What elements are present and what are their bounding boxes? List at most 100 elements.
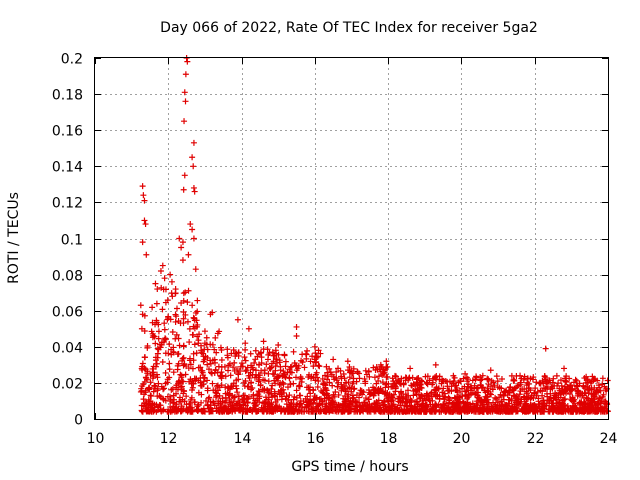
data-point-cloud: [471, 385, 478, 392]
data-point-cloud: [161, 320, 168, 327]
data-point-cloud: [592, 376, 599, 383]
data-point-cloud: [521, 408, 528, 415]
data-point-cloud: [286, 366, 293, 373]
data-point-cloud: [404, 398, 411, 405]
data-point-cloud: [187, 355, 194, 362]
data-point-cloud: [172, 311, 179, 318]
data-point-cloud: [290, 380, 297, 387]
data-point: [181, 118, 188, 125]
axis-ticks: [95, 58, 609, 420]
data-point-cloud: [276, 357, 283, 364]
data-point-cloud: [514, 383, 521, 390]
data-point-cloud: [303, 384, 310, 391]
data-point-cloud: [156, 402, 163, 409]
data-point-cloud: [453, 382, 460, 389]
data-point-cloud: [493, 373, 500, 380]
data-point-cloud: [354, 407, 361, 414]
data-point-cloud: [178, 386, 185, 393]
data-point-cloud: [173, 305, 180, 312]
data-point-cloud: [483, 394, 490, 401]
data-point-cloud: [555, 380, 562, 387]
data-point-cloud: [193, 317, 200, 324]
data-point-cloud: [304, 401, 311, 408]
data-point-cloud: [472, 404, 479, 411]
data-point: [181, 89, 188, 96]
data-point-cloud: [544, 393, 551, 400]
data-point-cloud: [226, 400, 233, 407]
data-point-cloud: [553, 372, 560, 379]
x-tick-labels: 10 12 14 16 18 20 22 24: [87, 431, 618, 447]
data-point-cloud: [215, 363, 222, 370]
data-point-cloud: [341, 383, 348, 390]
data-point-cloud: [586, 408, 593, 415]
data-point-cloud: [290, 348, 297, 355]
data-point-cloud: [215, 400, 222, 407]
data-point-cloud: [537, 379, 544, 386]
data-point-cloud: [319, 398, 326, 405]
data-point-cloud: [263, 396, 270, 403]
data-point-cloud: [336, 402, 343, 409]
data-point-cloud: [231, 367, 238, 374]
data-point-cloud: [140, 381, 147, 388]
data-point-cloud: [233, 385, 240, 392]
data-point-cloud: [261, 367, 268, 374]
data-point-cloud: [315, 362, 322, 369]
data-point-cloud: [436, 373, 443, 380]
data-point-cloud: [266, 389, 273, 396]
x-tick-label: 22: [527, 431, 545, 447]
data-point-cloud: [166, 360, 173, 367]
data-point-cloud: [343, 400, 350, 407]
data-point-cloud: [152, 357, 159, 364]
data-point-cloud: [306, 408, 313, 415]
data-point-cloud: [154, 374, 161, 381]
data-point-cloud: [420, 400, 427, 407]
data-point-cloud: [572, 385, 579, 392]
data-point-cloud: [528, 394, 535, 401]
data-point-cloud: [194, 408, 201, 415]
data-point-cloud: [546, 396, 553, 403]
data-point: [242, 340, 249, 347]
data-point-cloud: [408, 382, 415, 389]
data-point-cloud: [539, 408, 546, 415]
data-point: [161, 275, 168, 282]
data-point: [137, 302, 144, 309]
data-point-cloud: [380, 370, 387, 377]
data-point-cloud: [261, 385, 268, 392]
data-point-cloud: [402, 374, 409, 381]
data-point-cloud: [195, 389, 202, 396]
data-point-cloud: [287, 401, 294, 408]
data-point-cloud: [346, 384, 353, 391]
data-point-cloud: [240, 392, 247, 399]
data-point-cloud: [416, 379, 423, 386]
data-point-cloud: [473, 408, 480, 415]
data-point-cloud: [380, 407, 387, 414]
data-point-cloud: [141, 312, 148, 319]
data-point-cloud: [219, 398, 226, 405]
data-point-cloud: [169, 329, 176, 336]
data-point-cloud: [142, 354, 149, 361]
data-point: [189, 154, 196, 161]
data-point-cloud: [218, 357, 225, 364]
data-point-cloud: [234, 389, 241, 396]
data-point-cloud: [342, 388, 349, 395]
data-point-cloud: [499, 401, 506, 408]
data-point-cloud: [506, 396, 513, 403]
data-point-cloud: [206, 394, 213, 401]
data-point-cloud: [557, 391, 564, 398]
data-point-cloud: [371, 374, 378, 381]
data-point-cloud: [246, 375, 253, 382]
data-point-cloud: [238, 360, 245, 367]
data-point-cloud: [321, 381, 328, 388]
data-point-cloud: [429, 381, 436, 388]
data-point-cloud: [412, 406, 419, 413]
data-point-cloud: [316, 363, 323, 370]
data-point-cloud: [161, 326, 168, 333]
data-point-cloud: [307, 358, 314, 365]
data-point-cloud: [153, 300, 160, 307]
data-point-cloud: [266, 405, 273, 412]
data-point-cloud: [236, 405, 243, 412]
data-point-cloud: [175, 350, 182, 357]
data-point-cloud: [267, 365, 274, 372]
data-point-cloud: [167, 396, 174, 403]
data-point-cloud: [460, 375, 467, 382]
